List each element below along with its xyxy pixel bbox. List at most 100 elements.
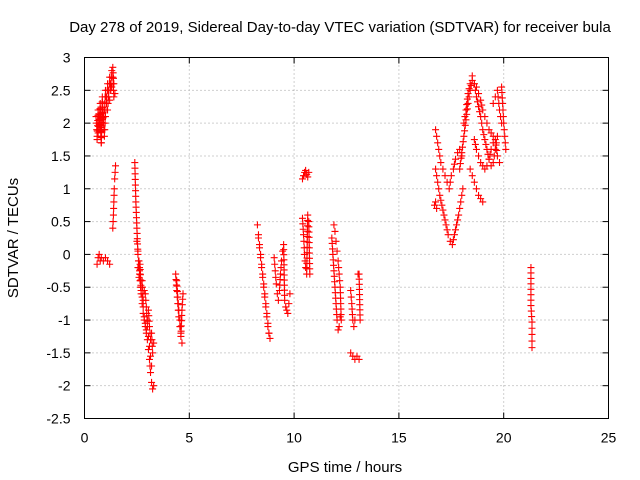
y-tick-label: 1.5	[51, 148, 71, 164]
data-point	[451, 155, 459, 163]
data-point	[435, 145, 443, 153]
data-point	[463, 95, 471, 103]
data-point	[455, 211, 463, 219]
data-point	[442, 221, 450, 229]
y-tick-label: -1.5	[46, 345, 70, 361]
data-point	[148, 336, 156, 344]
data-point	[435, 185, 443, 193]
y-tick-label: -2.5	[46, 411, 70, 427]
data-point	[112, 162, 120, 170]
data-point	[477, 96, 485, 104]
y-tick-label: 2.5	[51, 82, 71, 98]
data-point	[453, 221, 461, 229]
x-tick-label: 20	[496, 430, 512, 446]
data-point	[446, 178, 454, 186]
data-point	[489, 139, 497, 147]
data-point	[175, 306, 183, 314]
data-point	[95, 116, 103, 124]
data-point	[330, 221, 338, 229]
data-point	[93, 260, 101, 268]
data-point	[95, 122, 103, 130]
data-point	[97, 139, 105, 147]
data-point	[335, 270, 343, 278]
data-point	[176, 316, 184, 324]
data-point	[276, 270, 284, 278]
data-point	[100, 132, 108, 140]
data-point	[432, 198, 440, 206]
data-point	[441, 172, 449, 180]
data-point	[108, 83, 116, 91]
data-point	[456, 160, 464, 168]
data-point	[304, 173, 312, 181]
y-axis-label: SDTVAR / TECUs	[5, 178, 22, 298]
data-point	[462, 106, 470, 114]
data-point	[144, 332, 152, 340]
data-point	[335, 264, 343, 272]
y-tick-label: 0	[63, 246, 71, 262]
data-point	[285, 300, 293, 308]
data-point	[458, 191, 466, 199]
data-point	[350, 323, 358, 331]
data-point	[110, 185, 118, 193]
y-tick-label: -1	[58, 312, 71, 328]
data-point	[459, 185, 467, 193]
data-point	[433, 204, 441, 212]
data-point	[253, 221, 261, 229]
data-point	[101, 119, 109, 127]
data-point	[106, 260, 114, 268]
data-point	[110, 204, 118, 212]
data-point	[528, 344, 536, 352]
data-point	[528, 337, 536, 345]
data-point	[449, 165, 457, 173]
data-point	[500, 119, 508, 127]
data-point	[451, 226, 459, 234]
data-point	[432, 165, 440, 173]
data-point	[270, 254, 278, 262]
data-point	[459, 138, 467, 146]
data-point	[436, 152, 444, 160]
data-point	[432, 126, 440, 134]
data-point	[174, 300, 182, 308]
data-point	[461, 127, 469, 135]
data-point	[133, 237, 141, 245]
data-point	[475, 152, 483, 160]
data-point	[272, 273, 280, 281]
data-point	[502, 145, 510, 153]
data-point	[143, 309, 151, 317]
data-point	[283, 306, 291, 314]
data-point	[482, 140, 490, 148]
data-point	[477, 113, 485, 121]
data-point	[148, 329, 156, 337]
data-point	[334, 326, 342, 334]
data-point	[463, 101, 471, 109]
data-point	[468, 72, 476, 80]
data-point	[175, 313, 183, 321]
data-point	[441, 216, 449, 224]
data-point	[109, 86, 117, 94]
data-point	[499, 99, 507, 107]
data-point	[260, 283, 268, 291]
data-point	[450, 231, 458, 239]
plot-frame	[84, 57, 609, 419]
data-point	[142, 296, 150, 304]
data-point	[281, 296, 289, 304]
data-point	[109, 211, 117, 219]
points-layer	[92, 63, 536, 393]
y-tick-label: 3	[63, 50, 71, 66]
data-point	[480, 131, 488, 139]
data-point	[456, 204, 464, 212]
data-point	[304, 211, 312, 219]
data-point	[101, 113, 109, 121]
data-point	[528, 330, 536, 338]
data-point	[143, 323, 151, 331]
data-point	[302, 264, 310, 272]
data-point	[138, 300, 146, 308]
data-point	[450, 160, 458, 168]
data-point	[501, 139, 509, 147]
data-point	[458, 149, 466, 157]
data-point	[438, 201, 446, 209]
data-point	[148, 362, 156, 370]
grid-layer	[84, 57, 609, 419]
data-point	[471, 140, 479, 148]
data-point	[478, 101, 486, 109]
